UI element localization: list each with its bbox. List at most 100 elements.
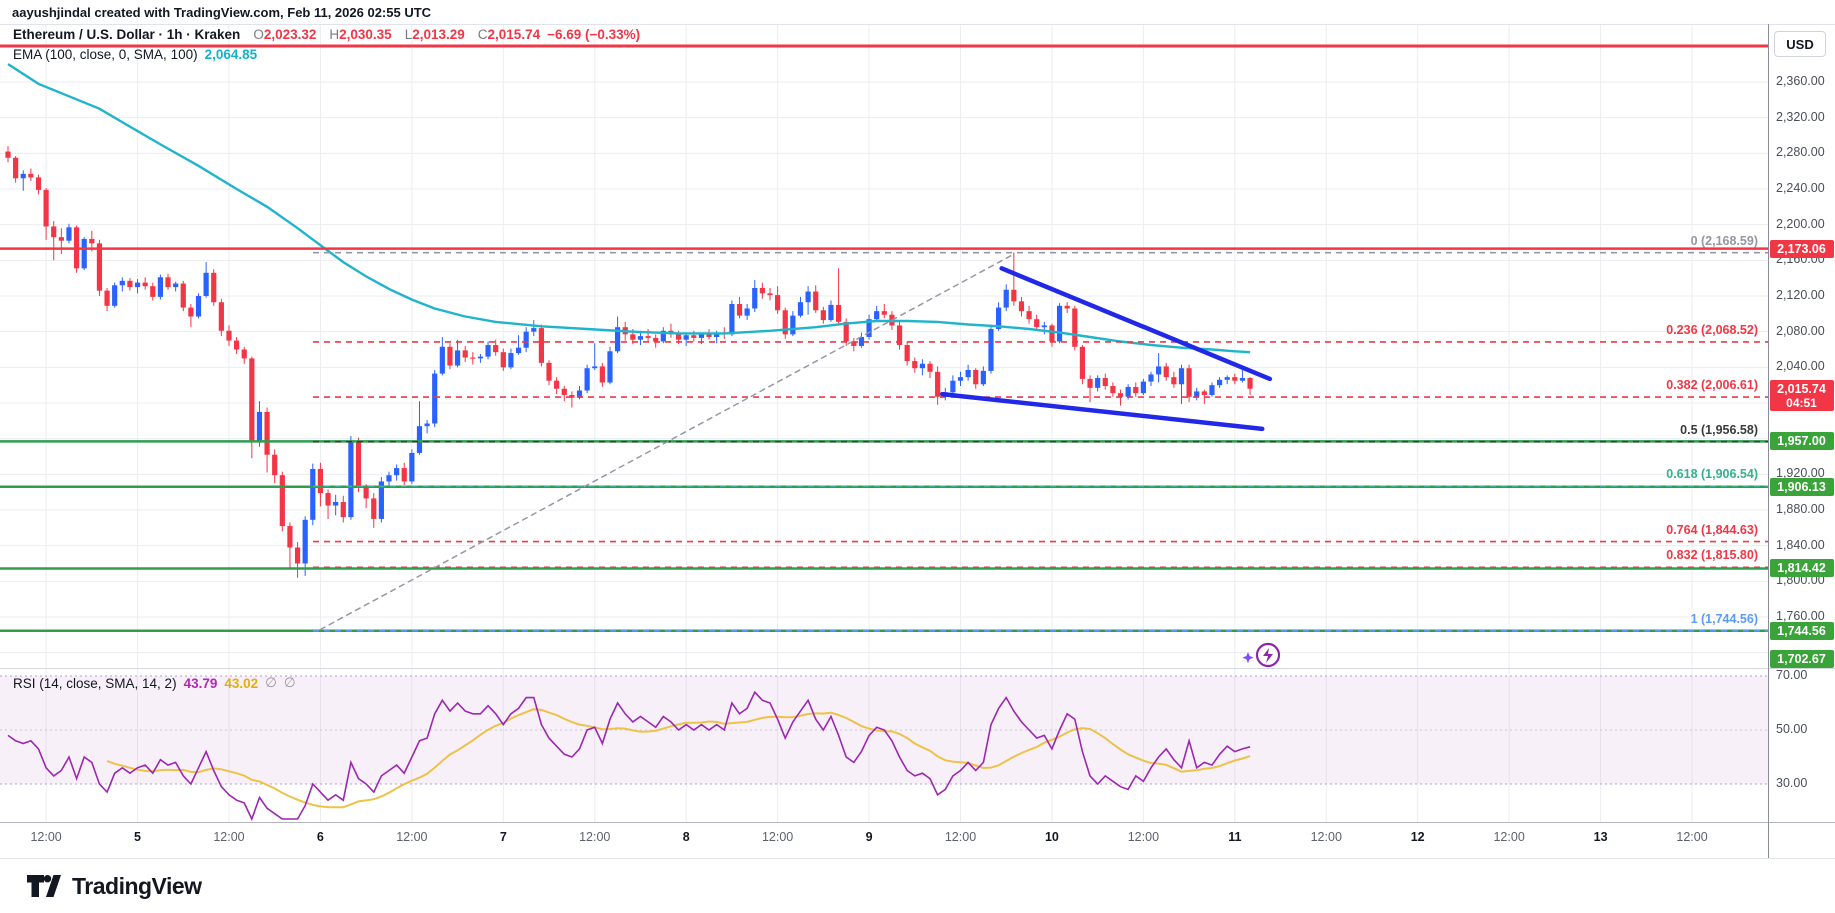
candle[interactable] xyxy=(1201,391,1207,395)
candle[interactable] xyxy=(653,337,659,342)
candle[interactable] xyxy=(340,501,346,518)
candle[interactable] xyxy=(89,238,95,244)
trendline-wedge-lower[interactable] xyxy=(939,391,1265,432)
candle[interactable] xyxy=(470,357,476,359)
candle[interactable] xyxy=(820,310,826,321)
candle[interactable] xyxy=(919,363,925,369)
candle[interactable] xyxy=(508,353,514,368)
candle[interactable] xyxy=(500,352,506,368)
rsi-indicator-legend[interactable]: RSI (14, close, SMA, 14, 2) 43.79 43.02 … xyxy=(13,675,296,691)
trendline-wedge-upper[interactable] xyxy=(999,266,1273,382)
candle[interactable] xyxy=(660,330,666,342)
candle[interactable] xyxy=(378,481,384,519)
candle[interactable] xyxy=(896,325,903,346)
candle[interactable] xyxy=(203,272,209,296)
candle[interactable] xyxy=(249,358,255,443)
candle[interactable] xyxy=(325,493,331,506)
rsi-sma-line[interactable] xyxy=(106,708,1251,809)
candle[interactable] xyxy=(996,307,1002,329)
candle[interactable] xyxy=(1095,378,1101,388)
candle[interactable] xyxy=(866,319,872,338)
candle[interactable] xyxy=(683,335,689,340)
candle[interactable] xyxy=(409,452,415,482)
candle[interactable] xyxy=(561,388,567,395)
candle[interactable] xyxy=(912,361,918,369)
candle[interactable] xyxy=(691,335,697,338)
candle[interactable] xyxy=(1102,378,1108,387)
candle[interactable] xyxy=(363,487,369,499)
symbol-legend[interactable]: Ethereum / U.S. Dollar · 1h · Kraken O2,… xyxy=(13,27,640,42)
candle[interactable] xyxy=(394,468,400,476)
candle[interactable] xyxy=(1156,366,1162,375)
candle[interactable] xyxy=(317,468,324,494)
candle[interactable] xyxy=(767,293,773,296)
candle[interactable] xyxy=(851,341,857,346)
candle[interactable] xyxy=(112,285,118,306)
candle[interactable] xyxy=(1125,386,1131,397)
candle[interactable] xyxy=(287,526,293,548)
candle[interactable] xyxy=(1072,308,1078,347)
candle[interactable] xyxy=(1194,391,1200,397)
candle[interactable] xyxy=(797,302,804,316)
candle[interactable] xyxy=(134,282,141,288)
candle[interactable] xyxy=(1117,393,1124,397)
candle[interactable] xyxy=(96,243,103,291)
candle[interactable] xyxy=(935,371,941,397)
candle[interactable] xyxy=(523,331,529,348)
candle[interactable] xyxy=(493,345,499,353)
candle[interactable] xyxy=(348,442,354,518)
candle[interactable] xyxy=(592,366,598,369)
ema-line[interactable] xyxy=(7,63,1251,354)
candle[interactable] xyxy=(1064,305,1070,309)
candle[interactable] xyxy=(226,330,232,341)
candle[interactable] xyxy=(1087,378,1093,388)
candle[interactable] xyxy=(150,286,156,297)
candle[interactable] xyxy=(988,328,994,371)
candle[interactable] xyxy=(81,238,87,269)
candle[interactable] xyxy=(957,377,964,381)
candle[interactable] xyxy=(874,311,880,320)
candle[interactable] xyxy=(279,475,285,527)
candle[interactable] xyxy=(264,411,270,455)
candle[interactable] xyxy=(66,227,72,241)
trendline-fib-baseline[interactable] xyxy=(319,254,1014,631)
fib-retracement-levels[interactable] xyxy=(313,251,1768,632)
candle[interactable] xyxy=(736,304,743,316)
pane-separator[interactable] xyxy=(0,668,1835,669)
candle[interactable] xyxy=(645,336,651,338)
candle[interactable] xyxy=(13,157,19,179)
candle[interactable] xyxy=(698,333,705,338)
candle[interactable] xyxy=(424,423,430,427)
candle[interactable] xyxy=(973,370,979,385)
candle[interactable] xyxy=(828,304,834,321)
candle[interactable] xyxy=(1133,386,1139,394)
tradingview-logo[interactable]: TradingView xyxy=(26,872,202,900)
candle[interactable] xyxy=(1224,377,1230,380)
candle[interactable] xyxy=(980,370,986,385)
candle[interactable] xyxy=(104,290,110,306)
candle[interactable] xyxy=(51,226,57,238)
candle[interactable] xyxy=(477,356,484,359)
candle[interactable] xyxy=(1247,378,1253,389)
candle[interactable] xyxy=(965,370,971,378)
candle[interactable] xyxy=(28,173,34,178)
candle[interactable] xyxy=(607,351,613,383)
candle[interactable] xyxy=(5,151,11,158)
candle[interactable] xyxy=(576,390,583,398)
candle[interactable] xyxy=(805,291,811,303)
candle[interactable] xyxy=(180,283,186,308)
candle[interactable] xyxy=(1239,378,1246,381)
candle[interactable] xyxy=(1110,386,1116,394)
candle[interactable] xyxy=(272,454,278,476)
candle[interactable] xyxy=(333,501,339,506)
candle[interactable] xyxy=(310,468,316,520)
candle[interactable] xyxy=(173,283,179,288)
candle[interactable] xyxy=(790,315,796,335)
candle[interactable] xyxy=(1034,319,1040,328)
candlestick-series[interactable] xyxy=(5,146,1253,578)
candle[interactable] xyxy=(729,304,735,335)
candle[interactable] xyxy=(20,173,26,179)
candle[interactable] xyxy=(355,442,362,488)
candle[interactable] xyxy=(1003,289,1009,308)
